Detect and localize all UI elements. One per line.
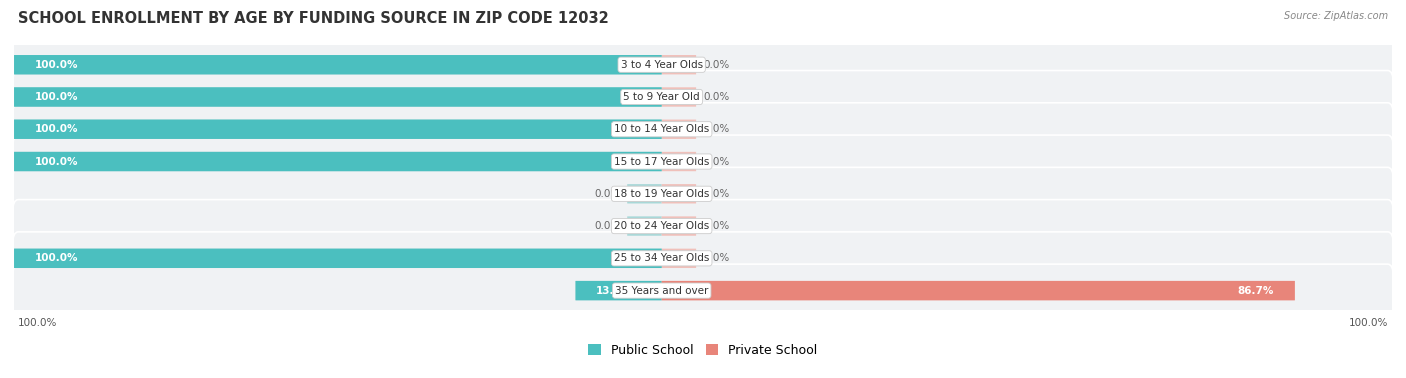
FancyBboxPatch shape — [627, 216, 662, 236]
FancyBboxPatch shape — [14, 55, 662, 74]
Legend: Public School, Private School: Public School, Private School — [583, 339, 823, 362]
FancyBboxPatch shape — [13, 103, 1393, 156]
Text: 86.7%: 86.7% — [1237, 286, 1274, 296]
Text: 100.0%: 100.0% — [35, 60, 79, 70]
FancyBboxPatch shape — [13, 135, 1393, 188]
Text: 18 to 19 Year Olds: 18 to 19 Year Olds — [614, 189, 710, 199]
FancyBboxPatch shape — [13, 264, 1393, 317]
FancyBboxPatch shape — [14, 55, 662, 74]
Text: 0.0%: 0.0% — [703, 124, 730, 134]
Text: 10 to 14 Year Olds: 10 to 14 Year Olds — [614, 124, 709, 134]
Text: 100.0%: 100.0% — [35, 253, 79, 263]
Text: 100.0%: 100.0% — [35, 124, 79, 134]
FancyBboxPatch shape — [14, 249, 662, 268]
FancyBboxPatch shape — [662, 55, 696, 74]
FancyBboxPatch shape — [627, 184, 662, 203]
Text: 15 to 17 Year Olds: 15 to 17 Year Olds — [614, 156, 710, 167]
Text: 20 to 24 Year Olds: 20 to 24 Year Olds — [614, 221, 709, 231]
FancyBboxPatch shape — [662, 281, 1295, 300]
Text: 0.0%: 0.0% — [703, 221, 730, 231]
Text: Source: ZipAtlas.com: Source: ZipAtlas.com — [1284, 11, 1388, 21]
Text: SCHOOL ENROLLMENT BY AGE BY FUNDING SOURCE IN ZIP CODE 12032: SCHOOL ENROLLMENT BY AGE BY FUNDING SOUR… — [18, 11, 609, 26]
FancyBboxPatch shape — [14, 119, 662, 139]
FancyBboxPatch shape — [14, 152, 662, 171]
FancyBboxPatch shape — [14, 152, 662, 171]
FancyBboxPatch shape — [662, 281, 1295, 300]
FancyBboxPatch shape — [13, 71, 1393, 124]
Text: 0.0%: 0.0% — [595, 189, 620, 199]
Text: 0.0%: 0.0% — [703, 60, 730, 70]
Text: 0.0%: 0.0% — [703, 189, 730, 199]
FancyBboxPatch shape — [662, 119, 696, 139]
FancyBboxPatch shape — [14, 119, 662, 139]
FancyBboxPatch shape — [13, 232, 1393, 285]
FancyBboxPatch shape — [14, 249, 662, 268]
FancyBboxPatch shape — [575, 281, 662, 300]
Text: 13.3%: 13.3% — [596, 286, 633, 296]
FancyBboxPatch shape — [14, 87, 662, 107]
Text: 100.0%: 100.0% — [1348, 318, 1388, 328]
Text: 3 to 4 Year Olds: 3 to 4 Year Olds — [620, 60, 703, 70]
FancyBboxPatch shape — [662, 152, 696, 171]
Text: 25 to 34 Year Olds: 25 to 34 Year Olds — [614, 253, 710, 263]
FancyBboxPatch shape — [662, 184, 696, 203]
Text: 100.0%: 100.0% — [35, 156, 79, 167]
FancyBboxPatch shape — [575, 281, 662, 300]
Text: 0.0%: 0.0% — [703, 253, 730, 263]
FancyBboxPatch shape — [662, 249, 696, 268]
Text: 35 Years and over: 35 Years and over — [614, 286, 709, 296]
FancyBboxPatch shape — [662, 216, 696, 236]
FancyBboxPatch shape — [662, 87, 696, 107]
Text: 100.0%: 100.0% — [18, 318, 58, 328]
FancyBboxPatch shape — [13, 167, 1393, 220]
Text: 0.0%: 0.0% — [703, 156, 730, 167]
FancyBboxPatch shape — [13, 38, 1393, 91]
Text: 100.0%: 100.0% — [35, 92, 79, 102]
Text: 0.0%: 0.0% — [703, 92, 730, 102]
Text: 5 to 9 Year Old: 5 to 9 Year Old — [623, 92, 700, 102]
FancyBboxPatch shape — [13, 200, 1393, 253]
Text: 0.0%: 0.0% — [595, 221, 620, 231]
FancyBboxPatch shape — [14, 87, 662, 107]
